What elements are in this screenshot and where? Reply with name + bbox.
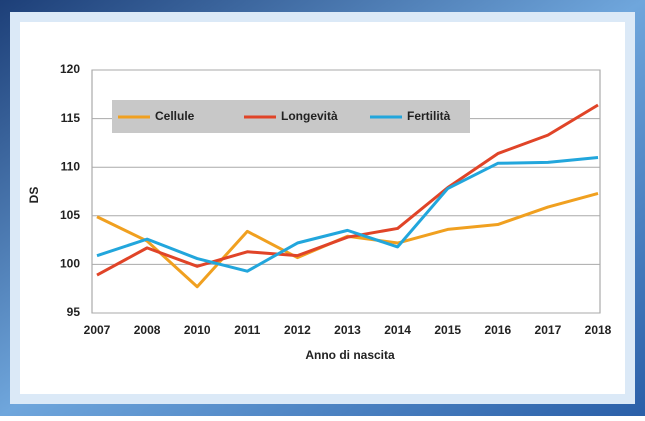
y-axis-label: DS (27, 187, 41, 204)
x-tick-label: 2017 (535, 323, 562, 337)
legend-label: Longevità (281, 109, 338, 123)
x-tick-label: 2007 (84, 323, 111, 337)
x-axis-label: Anno di nascita (305, 348, 395, 362)
x-tick-label: 2008 (134, 323, 161, 337)
card (20, 22, 625, 394)
y-tick-label: 95 (67, 305, 81, 319)
x-tick-label: 2014 (384, 323, 411, 337)
x-tick-label: 2018 (585, 323, 612, 337)
x-tick-label: 2011 (234, 323, 260, 337)
legend-label: Cellule (155, 109, 195, 123)
legend-box (112, 100, 470, 133)
data-line (96, 155, 599, 273)
data-line (96, 103, 599, 277)
x-tick-label: 2016 (484, 323, 511, 337)
y-tick-label: 115 (61, 111, 81, 125)
y-tick-label: 110 (61, 159, 81, 173)
legend-label: Fertilità (407, 109, 451, 123)
x-tick-label: 2015 (434, 323, 461, 337)
y-tick-label: 100 (60, 257, 80, 271)
y-tick-label: 120 (60, 62, 80, 76)
x-tick-label: 2012 (284, 323, 311, 337)
y-tick-label: 105 (60, 208, 80, 222)
x-tick-label: 2013 (334, 323, 361, 337)
x-tick-label: 2010 (184, 323, 211, 337)
